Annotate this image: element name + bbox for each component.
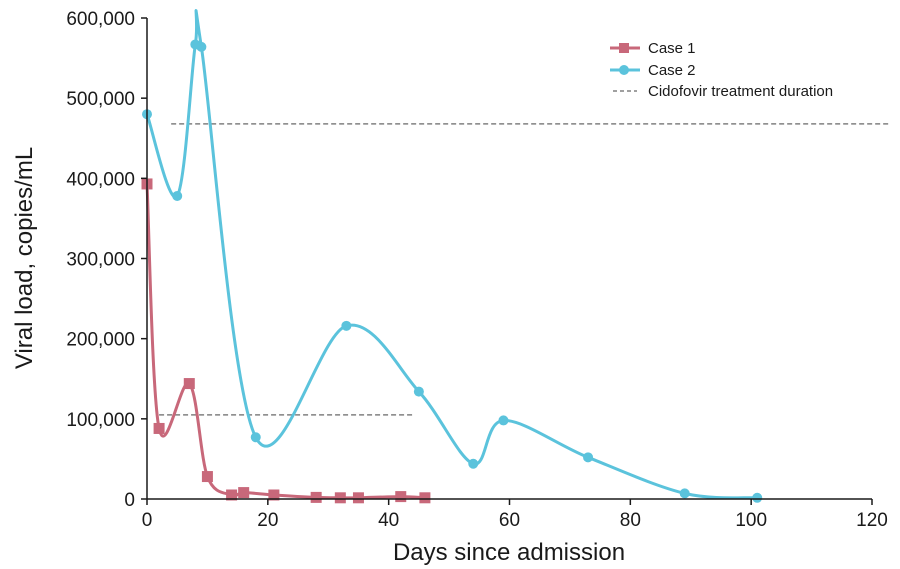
case-1-point (268, 489, 280, 501)
y-tick-label: 0 (124, 490, 135, 511)
y-tick-label: 400,000 (66, 169, 135, 190)
legend-case2-label: Case 2 (648, 62, 696, 79)
x-axis-title: Days since admission (393, 539, 625, 566)
x-axis-ticks: 0 20 40 60 80 100 120 (142, 499, 888, 531)
y-tick-label: 600,000 (66, 9, 135, 30)
legend-treatment-label: Cidofovir treatment duration (648, 83, 833, 100)
case-1-point (334, 492, 346, 504)
case-2-line (145, 9, 758, 500)
case-2-point (250, 432, 261, 443)
y-tick-label: 500,000 (66, 89, 135, 110)
x-tick-label: 100 (735, 510, 767, 531)
case-2-point (468, 458, 479, 469)
case-2-point (413, 386, 424, 397)
case-1-point (419, 492, 431, 504)
case-1-point (352, 492, 364, 504)
case-2-point (752, 492, 763, 503)
legend-case1-label: Case 1 (648, 40, 696, 57)
case-2-point (341, 320, 352, 331)
legend: Case 1 Case 2 Cidofovir treatment durati… (610, 40, 833, 100)
x-tick-label: 0 (142, 510, 153, 531)
case-1-point (238, 487, 250, 499)
y-axis-ticks: 0 100,000 200,000 300,000 400,000 500,000 600,… (66, 9, 147, 511)
case-2-point (196, 41, 207, 52)
case-1-line (145, 183, 425, 500)
plot-area (141, 9, 891, 504)
case-1-point (153, 422, 165, 434)
case-1-point (183, 378, 195, 390)
x-tick-label: 80 (620, 510, 641, 531)
x-tick-label: 40 (378, 510, 399, 531)
case-1-point (310, 491, 322, 503)
x-tick-label: 120 (856, 510, 888, 531)
x-tick-label: 60 (499, 510, 520, 531)
case-1-point (201, 471, 213, 483)
case-2-point (583, 452, 594, 463)
case-1-point (226, 489, 238, 501)
case-2-point (172, 190, 183, 201)
y-tick-label: 300,000 (66, 250, 135, 271)
y-tick-label: 200,000 (66, 330, 135, 351)
case-1-point (395, 491, 407, 503)
y-axis-title: Viral load, copies/mL (11, 147, 38, 369)
y-tick-label: 100,000 (66, 410, 135, 431)
legend-case1-marker (619, 43, 629, 53)
legend-case2-marker (619, 65, 629, 75)
case-2-point (498, 415, 509, 426)
x-tick-label: 20 (257, 510, 278, 531)
case-2-point (679, 488, 690, 499)
